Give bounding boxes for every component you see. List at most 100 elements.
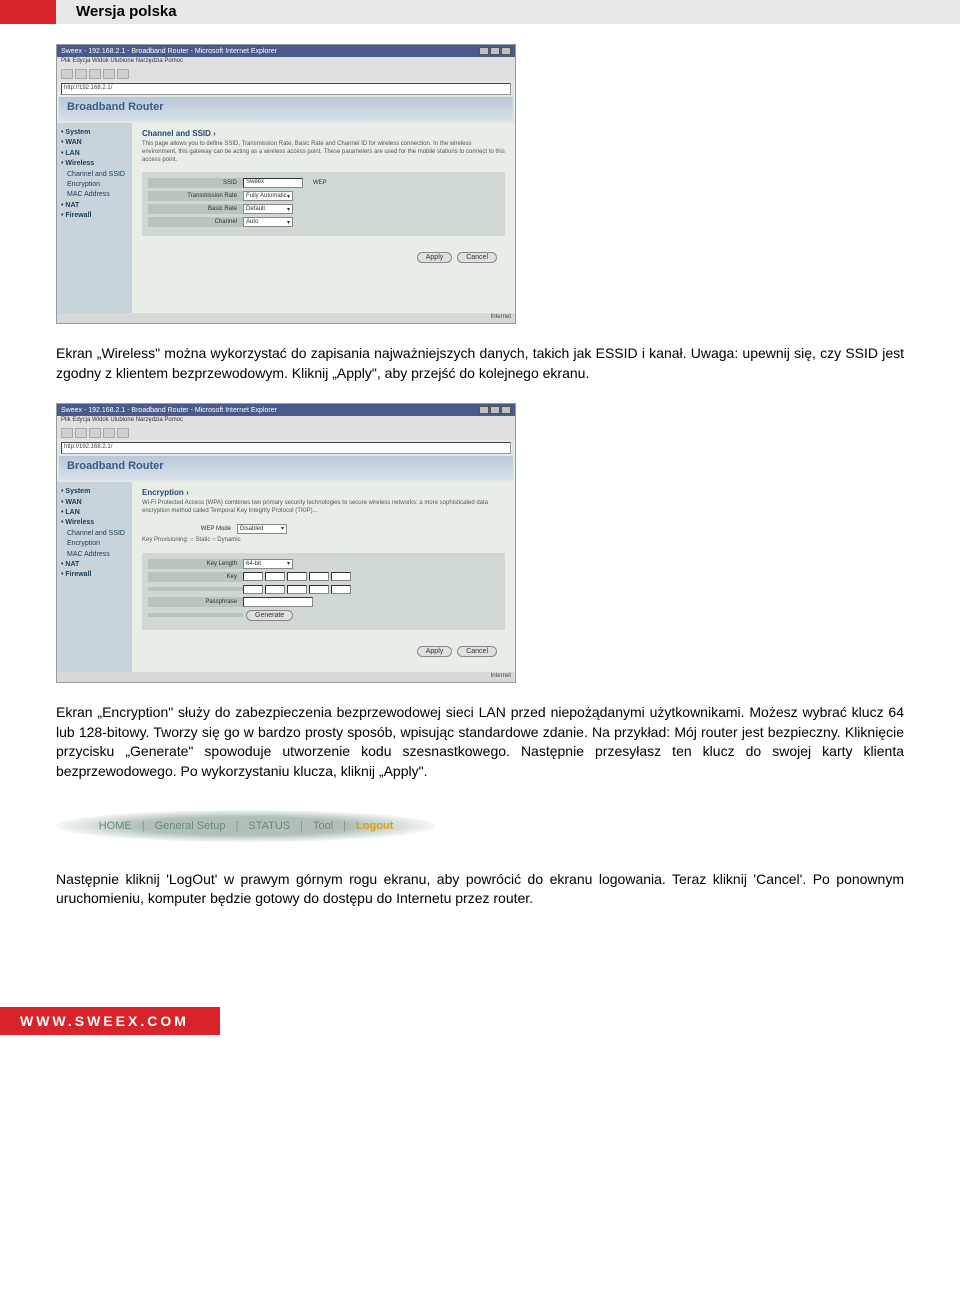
key-input[interactable] xyxy=(309,585,329,594)
sidebar-item-wireless[interactable]: • Wireless xyxy=(61,519,128,527)
sidebar-item-mac[interactable]: MAC Address xyxy=(61,191,128,199)
screenshot-wireless: Sweex - 192.168.2.1 - Broadband Router -… xyxy=(56,44,516,324)
refresh-button[interactable] xyxy=(103,428,115,438)
nav-general[interactable]: General Setup xyxy=(155,820,226,832)
refresh-button[interactable] xyxy=(103,69,115,79)
content-area: Sweex - 192.168.2.1 - Broadband Router -… xyxy=(0,44,960,967)
home-button[interactable] xyxy=(117,428,129,438)
channel-select[interactable]: Auto▾ xyxy=(243,217,293,227)
sidebar-item-channel[interactable]: Channel and SSID xyxy=(61,530,128,538)
form-block: SSID Sweex WEP Transmission Rate Fully A… xyxy=(142,172,505,236)
section-title: Encryption › xyxy=(142,488,505,497)
trate-select[interactable]: Fully Automatic▾ xyxy=(243,191,293,201)
window-title: Sweex - 192.168.2.1 - Broadband Router -… xyxy=(61,48,277,55)
sidebar-item-system[interactable]: • System xyxy=(61,129,128,137)
generate-button[interactable]: Generate xyxy=(246,610,293,621)
router-banner: Broadband Router xyxy=(59,97,513,121)
key-input[interactable] xyxy=(243,572,263,581)
menubar[interactable]: Plik Edycja Widok Ulubione Narzędzia Pom… xyxy=(57,416,515,426)
back-button[interactable] xyxy=(61,69,73,79)
section-desc: This page allows you to define SSID, Tra… xyxy=(142,141,505,164)
window-title: Sweex - 192.168.2.1 - Broadband Router -… xyxy=(61,407,277,414)
page-footer: WWW.SWEEX.COM xyxy=(0,1007,220,1035)
close-button[interactable] xyxy=(501,47,511,55)
key-input[interactable] xyxy=(309,572,329,581)
nav-tool[interactable]: Tool xyxy=(313,820,333,832)
sidebar-item-firewall[interactable]: • Firewall xyxy=(61,571,128,579)
sidebar-item-channel[interactable]: Channel and SSID xyxy=(61,171,128,179)
brate-label: Basic Rate xyxy=(148,204,243,214)
address-bar[interactable]: http://192.168.2.1/ xyxy=(61,442,511,454)
cancel-button[interactable]: Cancel xyxy=(457,252,497,263)
sidebar-item-firewall[interactable]: • Firewall xyxy=(61,212,128,220)
key-length-select[interactable]: 64-bit▾ xyxy=(243,559,293,569)
sidebar-item-wan[interactable]: • WAN xyxy=(61,499,128,507)
form-buttons: Apply Cancel xyxy=(142,636,505,663)
menubar[interactable]: Plik Edycja Widok Ulubione Narzędzia Pom… xyxy=(57,57,515,67)
back-button[interactable] xyxy=(61,428,73,438)
sidebar-item-encryption[interactable]: Encryption xyxy=(61,540,128,548)
sidebar-item-lan[interactable]: • LAN xyxy=(61,150,128,158)
key-input[interactable] xyxy=(243,585,263,594)
passphrase-input[interactable] xyxy=(243,597,313,607)
paragraph-1: Ekran „Wireless" można wykorzystać do za… xyxy=(56,344,904,383)
router-body: • System • WAN • LAN • Wireless Channel … xyxy=(57,123,515,313)
key-length-row: Key Length 64-bit▾ xyxy=(148,559,499,569)
forward-button[interactable] xyxy=(75,428,87,438)
window-buttons xyxy=(479,47,511,55)
key-input[interactable] xyxy=(265,585,285,594)
sidebar-item-wireless[interactable]: • Wireless xyxy=(61,160,128,168)
address-bar[interactable]: http://192.168.2.1/ xyxy=(61,83,511,95)
sidebar-item-system[interactable]: • System xyxy=(61,488,128,496)
nav-home[interactable]: HOME xyxy=(99,820,132,832)
stop-button[interactable] xyxy=(89,69,101,79)
apply-button[interactable]: Apply xyxy=(417,252,453,263)
channel-row: Channel Auto▾ xyxy=(148,217,499,227)
key-input[interactable] xyxy=(331,585,351,594)
key-input[interactable] xyxy=(331,572,351,581)
nav-status[interactable]: STATUS xyxy=(248,820,290,832)
maximize-button[interactable] xyxy=(490,47,500,55)
red-accent xyxy=(0,0,56,24)
apply-button[interactable]: Apply xyxy=(417,646,453,657)
router-banner: Broadband Router xyxy=(59,456,513,480)
sidebar-item-encryption[interactable]: Encryption xyxy=(61,181,128,189)
brate-row: Basic Rate Default▾ xyxy=(148,204,499,214)
key-input[interactable] xyxy=(265,572,285,581)
sidebar-item-wan[interactable]: • WAN xyxy=(61,139,128,147)
ssid-row: SSID Sweex WEP xyxy=(148,178,499,188)
stop-button[interactable] xyxy=(89,428,101,438)
cancel-button[interactable]: Cancel xyxy=(457,646,497,657)
sidebar-item-nat[interactable]: • NAT xyxy=(61,202,128,210)
ssid-input[interactable]: Sweex xyxy=(243,178,303,188)
nav-sep: | xyxy=(343,820,346,832)
key-input[interactable] xyxy=(287,572,307,581)
forward-button[interactable] xyxy=(75,69,87,79)
sidebar-nav: • System • WAN • LAN • Wireless Channel … xyxy=(57,123,132,313)
main-panel: Channel and SSID › This page allows you … xyxy=(132,123,515,313)
key-label-empty xyxy=(148,587,243,591)
sidebar-item-lan[interactable]: • LAN xyxy=(61,509,128,517)
status-text: Internet xyxy=(491,673,511,681)
nav-sep: | xyxy=(236,820,239,832)
key-input[interactable] xyxy=(287,585,307,594)
passphrase-row: Passphrase xyxy=(148,597,499,607)
sidebar-item-nat[interactable]: • NAT xyxy=(61,561,128,569)
sidebar-nav: • System • WAN • LAN • Wireless Channel … xyxy=(57,482,132,672)
key-row-2 xyxy=(148,585,499,594)
sidebar-item-mac[interactable]: MAC Address xyxy=(61,551,128,559)
header-bar: Wersja polska xyxy=(0,0,960,24)
minimize-button[interactable] xyxy=(479,406,489,414)
status-bar: Internet xyxy=(57,672,515,682)
brate-select[interactable]: Default▾ xyxy=(243,204,293,214)
minimize-button[interactable] xyxy=(479,47,489,55)
wep-link[interactable]: WEP xyxy=(313,180,327,186)
wep-mode-select[interactable]: Disabled▾ xyxy=(237,524,287,534)
close-button[interactable] xyxy=(501,406,511,414)
ssid-label: SSID xyxy=(148,178,243,188)
maximize-button[interactable] xyxy=(490,406,500,414)
home-button[interactable] xyxy=(117,69,129,79)
nav-logout[interactable]: Logout xyxy=(356,820,393,832)
wep-mode-label: WEP Mode xyxy=(142,524,237,534)
toolbar xyxy=(57,426,515,440)
